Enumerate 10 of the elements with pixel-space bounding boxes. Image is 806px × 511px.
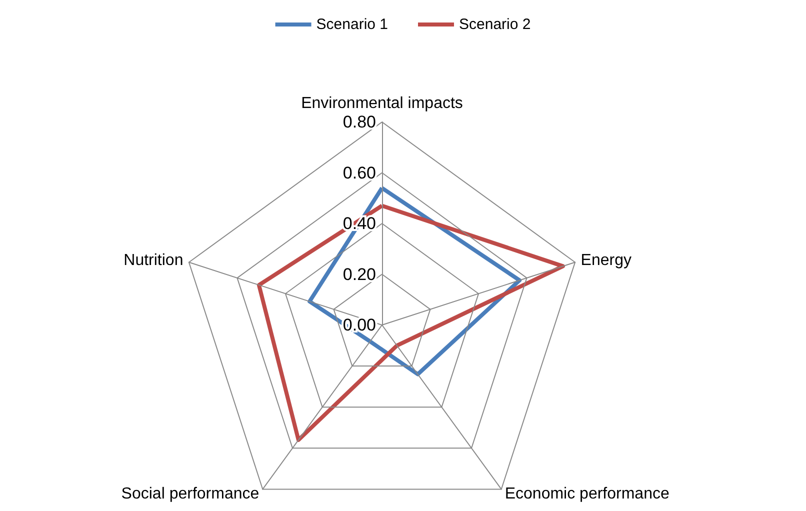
spoke-label: Social performance bbox=[121, 486, 260, 503]
legend-label: Scenario 1 bbox=[316, 16, 388, 33]
legend-label: Scenario 2 bbox=[459, 16, 531, 33]
y-tick-label: 0.20 bbox=[342, 264, 376, 284]
y-tick-label: 0.60 bbox=[342, 163, 376, 182]
y-tick-label: 0.80 bbox=[342, 112, 376, 132]
spoke-label: Energy bbox=[580, 252, 632, 269]
spoke-label: Economic performance bbox=[504, 486, 670, 503]
spoke-label: Nutrition bbox=[124, 252, 184, 269]
spoke-label: Environmental impacts bbox=[301, 95, 463, 112]
